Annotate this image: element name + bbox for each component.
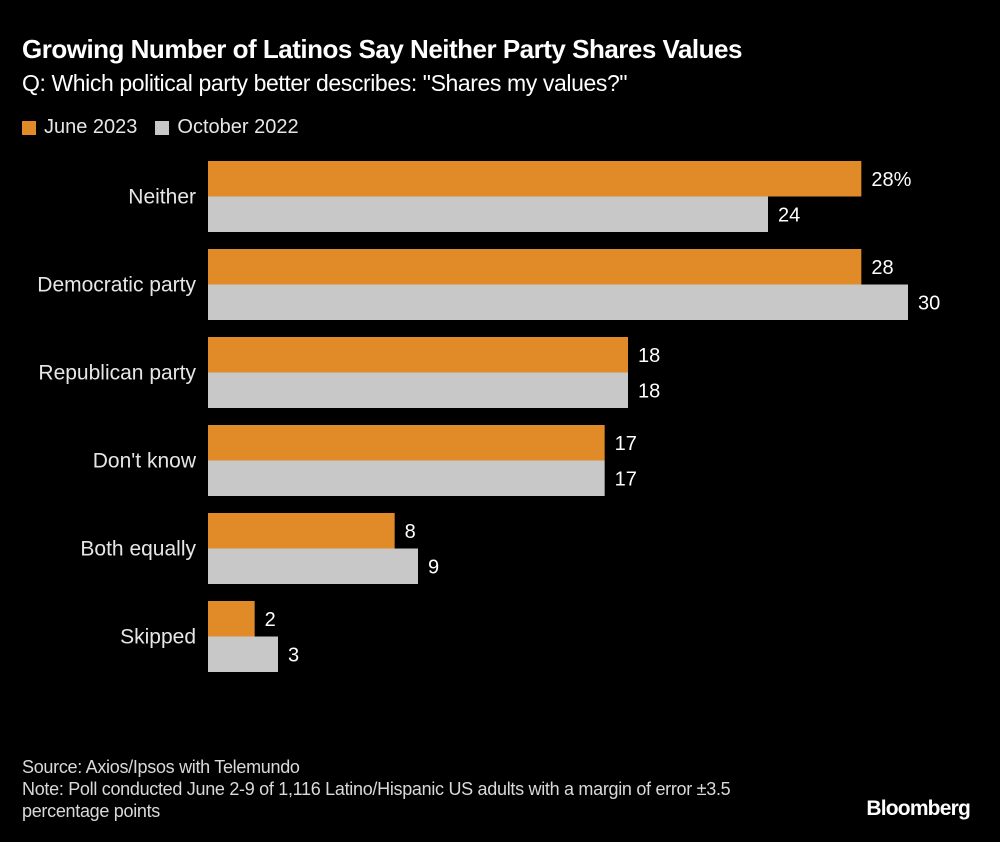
category-label-skipped: Skipped xyxy=(120,626,196,649)
bar-june-2023-democratic-party xyxy=(208,249,862,285)
legend-swatch-october-2022 xyxy=(155,120,170,135)
legend-item-october-2022: October 2022 xyxy=(155,116,299,139)
value-label-june-2023-don-t-know: 17 xyxy=(615,433,637,455)
bar-june-2023-don-t-know xyxy=(208,425,605,461)
bar-october-2022-skipped xyxy=(208,636,278,672)
footer: Source: Axios/Ipsos with Telemundo Note:… xyxy=(22,756,812,822)
legend-label-october-2022: October 2022 xyxy=(177,116,299,138)
bar-june-2023-republican-party xyxy=(208,337,628,373)
value-label-october-2022-don-t-know: 17 xyxy=(615,468,637,490)
legend-swatch-june-2023 xyxy=(22,120,36,135)
legend: June 2023 October 2022 xyxy=(22,116,309,139)
value-label-october-2022-democratic-party: 30 xyxy=(918,292,940,314)
bar-october-2022-both-equally xyxy=(208,548,418,584)
category-label-democratic-party: Democratic party xyxy=(37,274,196,297)
bar-october-2022-don-t-know xyxy=(208,460,605,496)
legend-item-june-2023: June 2023 xyxy=(22,116,137,139)
bar-october-2022-neither xyxy=(208,196,768,232)
value-label-june-2023-republican-party: 18 xyxy=(638,345,660,367)
category-label-don-t-know: Don't know xyxy=(93,450,197,473)
value-label-june-2023-democratic-party: 28 xyxy=(871,257,893,279)
value-label-october-2022-republican-party: 18 xyxy=(638,380,660,402)
value-label-october-2022-skipped: 3 xyxy=(288,644,299,666)
value-label-october-2022-both-equally: 9 xyxy=(428,556,439,578)
chart-subtitle: Q: Which political party better describe… xyxy=(22,70,628,96)
value-label-june-2023-neither: 28% xyxy=(871,169,911,191)
bar-june-2023-skipped xyxy=(208,601,255,637)
source-note: Source: Axios/Ipsos with Telemundo xyxy=(22,757,300,777)
bloomberg-logo: Bloomberg xyxy=(866,797,970,820)
bar-june-2023-neither xyxy=(208,161,862,197)
methodology-note: Note: Poll conducted June 2-9 of 1,116 L… xyxy=(22,779,731,821)
value-label-october-2022-neither: 24 xyxy=(778,204,800,226)
category-label-neither: Neither xyxy=(128,186,196,209)
chart-title: Growing Number of Latinos Say Neither Pa… xyxy=(22,34,742,64)
category-label-republican-party: Republican party xyxy=(38,362,196,385)
bar-june-2023-both-equally xyxy=(208,513,395,549)
value-label-june-2023-skipped: 2 xyxy=(265,609,276,631)
legend-label-june-2023: June 2023 xyxy=(44,116,138,138)
category-label-both-equally: Both equally xyxy=(80,538,196,561)
bar-october-2022-republican-party xyxy=(208,372,628,408)
bar-october-2022-democratic-party xyxy=(208,284,908,320)
value-label-june-2023-both-equally: 8 xyxy=(405,521,416,543)
